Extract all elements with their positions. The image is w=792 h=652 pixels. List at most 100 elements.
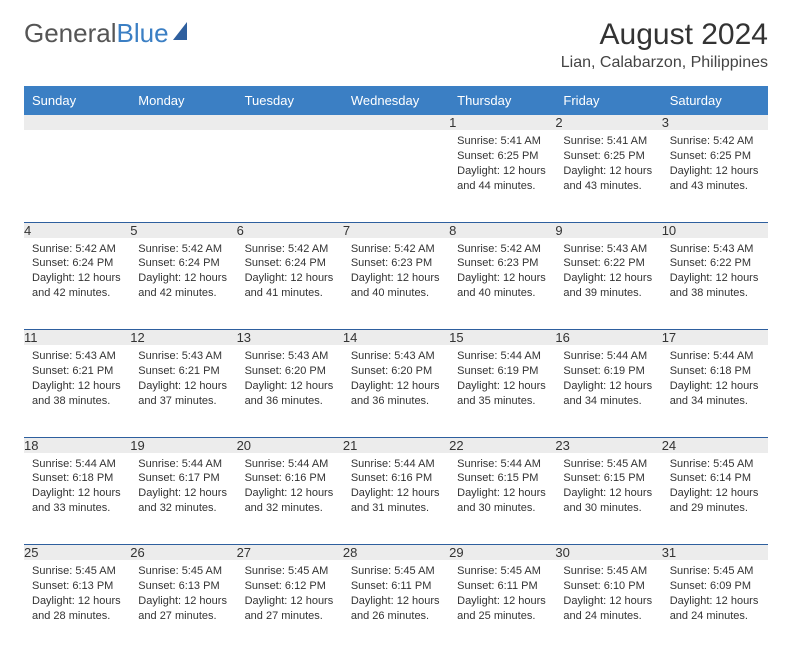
logo-text: GeneralBlue bbox=[24, 18, 169, 49]
weekday-header: Tuesday bbox=[237, 86, 343, 115]
logo: GeneralBlue bbox=[24, 18, 187, 49]
day-data-cell: Sunrise: 5:44 AMSunset: 6:18 PMDaylight:… bbox=[24, 453, 130, 545]
day-data-cell: Sunrise: 5:42 AMSunset: 6:25 PMDaylight:… bbox=[662, 130, 768, 222]
week-number-row: 45678910 bbox=[24, 222, 768, 238]
day-number-cell: 2 bbox=[555, 115, 661, 130]
day-details: Sunrise: 5:44 AMSunset: 6:18 PMDaylight:… bbox=[24, 453, 130, 522]
day-number-cell: 5 bbox=[130, 222, 236, 238]
day-data-cell: Sunrise: 5:44 AMSunset: 6:16 PMDaylight:… bbox=[237, 453, 343, 545]
weekday-header: Monday bbox=[130, 86, 236, 115]
title-block: August 2024 Lian, Calabarzon, Philippine… bbox=[561, 18, 768, 72]
day-number-cell: 23 bbox=[555, 437, 661, 453]
day-number-cell: 12 bbox=[130, 330, 236, 346]
day-data-cell: Sunrise: 5:41 AMSunset: 6:25 PMDaylight:… bbox=[449, 130, 555, 222]
day-details: Sunrise: 5:43 AMSunset: 6:21 PMDaylight:… bbox=[130, 345, 236, 414]
calendar-table: SundayMondayTuesdayWednesdayThursdayFrid… bbox=[24, 86, 768, 652]
day-data-cell: Sunrise: 5:45 AMSunset: 6:10 PMDaylight:… bbox=[555, 560, 661, 652]
week-number-row: 11121314151617 bbox=[24, 330, 768, 346]
day-details: Sunrise: 5:42 AMSunset: 6:24 PMDaylight:… bbox=[237, 238, 343, 307]
day-data-cell: Sunrise: 5:42 AMSunset: 6:23 PMDaylight:… bbox=[343, 238, 449, 330]
day-details: Sunrise: 5:44 AMSunset: 6:16 PMDaylight:… bbox=[237, 453, 343, 522]
day-details: Sunrise: 5:45 AMSunset: 6:11 PMDaylight:… bbox=[343, 560, 449, 629]
logo-triangle-icon bbox=[173, 22, 187, 40]
day-number-cell: 13 bbox=[237, 330, 343, 346]
day-data-cell: Sunrise: 5:43 AMSunset: 6:22 PMDaylight:… bbox=[555, 238, 661, 330]
day-number-cell: 17 bbox=[662, 330, 768, 346]
day-details: Sunrise: 5:44 AMSunset: 6:19 PMDaylight:… bbox=[555, 345, 661, 414]
day-data-cell: Sunrise: 5:45 AMSunset: 6:14 PMDaylight:… bbox=[662, 453, 768, 545]
day-details: Sunrise: 5:42 AMSunset: 6:24 PMDaylight:… bbox=[130, 238, 236, 307]
weekday-header: Wednesday bbox=[343, 86, 449, 115]
day-number-cell: 19 bbox=[130, 437, 236, 453]
weekday-header: Saturday bbox=[662, 86, 768, 115]
day-details: Sunrise: 5:42 AMSunset: 6:25 PMDaylight:… bbox=[662, 130, 768, 199]
week-number-row: 18192021222324 bbox=[24, 437, 768, 453]
week-data-row: Sunrise: 5:44 AMSunset: 6:18 PMDaylight:… bbox=[24, 453, 768, 545]
day-details: Sunrise: 5:42 AMSunset: 6:24 PMDaylight:… bbox=[24, 238, 130, 307]
day-data-cell: Sunrise: 5:43 AMSunset: 6:21 PMDaylight:… bbox=[24, 345, 130, 437]
day-number-cell: 16 bbox=[555, 330, 661, 346]
day-number-cell: 21 bbox=[343, 437, 449, 453]
day-details: Sunrise: 5:44 AMSunset: 6:19 PMDaylight:… bbox=[449, 345, 555, 414]
day-number-cell: 6 bbox=[237, 222, 343, 238]
day-details: Sunrise: 5:44 AMSunset: 6:17 PMDaylight:… bbox=[130, 453, 236, 522]
week-data-row: Sunrise: 5:43 AMSunset: 6:21 PMDaylight:… bbox=[24, 345, 768, 437]
day-data-cell: Sunrise: 5:45 AMSunset: 6:09 PMDaylight:… bbox=[662, 560, 768, 652]
day-number-cell: 24 bbox=[662, 437, 768, 453]
day-details: Sunrise: 5:45 AMSunset: 6:09 PMDaylight:… bbox=[662, 560, 768, 629]
day-details: Sunrise: 5:45 AMSunset: 6:13 PMDaylight:… bbox=[130, 560, 236, 629]
day-data-cell: Sunrise: 5:44 AMSunset: 6:19 PMDaylight:… bbox=[449, 345, 555, 437]
day-data-cell: Sunrise: 5:42 AMSunset: 6:23 PMDaylight:… bbox=[449, 238, 555, 330]
day-data-cell bbox=[343, 130, 449, 222]
day-number-cell: 26 bbox=[130, 545, 236, 561]
day-number-cell: 14 bbox=[343, 330, 449, 346]
day-data-cell: Sunrise: 5:45 AMSunset: 6:12 PMDaylight:… bbox=[237, 560, 343, 652]
day-details: Sunrise: 5:41 AMSunset: 6:25 PMDaylight:… bbox=[449, 130, 555, 199]
day-data-cell: Sunrise: 5:41 AMSunset: 6:25 PMDaylight:… bbox=[555, 130, 661, 222]
day-data-cell: Sunrise: 5:43 AMSunset: 6:21 PMDaylight:… bbox=[130, 345, 236, 437]
day-details: Sunrise: 5:45 AMSunset: 6:15 PMDaylight:… bbox=[555, 453, 661, 522]
day-number-cell: 28 bbox=[343, 545, 449, 561]
day-details: Sunrise: 5:44 AMSunset: 6:15 PMDaylight:… bbox=[449, 453, 555, 522]
weekday-header: Friday bbox=[555, 86, 661, 115]
day-details: Sunrise: 5:45 AMSunset: 6:10 PMDaylight:… bbox=[555, 560, 661, 629]
day-details: Sunrise: 5:45 AMSunset: 6:13 PMDaylight:… bbox=[24, 560, 130, 629]
day-data-cell: Sunrise: 5:45 AMSunset: 6:13 PMDaylight:… bbox=[130, 560, 236, 652]
day-number-cell: 8 bbox=[449, 222, 555, 238]
day-number-cell: 10 bbox=[662, 222, 768, 238]
day-number-cell bbox=[237, 115, 343, 130]
calendar-header-row: SundayMondayTuesdayWednesdayThursdayFrid… bbox=[24, 86, 768, 115]
day-number-cell: 9 bbox=[555, 222, 661, 238]
day-number-cell: 4 bbox=[24, 222, 130, 238]
day-data-cell: Sunrise: 5:45 AMSunset: 6:11 PMDaylight:… bbox=[449, 560, 555, 652]
day-number-cell: 22 bbox=[449, 437, 555, 453]
day-data-cell: Sunrise: 5:44 AMSunset: 6:17 PMDaylight:… bbox=[130, 453, 236, 545]
day-number-cell: 1 bbox=[449, 115, 555, 130]
day-number-cell: 29 bbox=[449, 545, 555, 561]
day-data-cell: Sunrise: 5:44 AMSunset: 6:16 PMDaylight:… bbox=[343, 453, 449, 545]
logo-text-gray: General bbox=[24, 18, 117, 48]
day-details: Sunrise: 5:43 AMSunset: 6:22 PMDaylight:… bbox=[662, 238, 768, 307]
day-data-cell: Sunrise: 5:43 AMSunset: 6:22 PMDaylight:… bbox=[662, 238, 768, 330]
day-number-cell: 27 bbox=[237, 545, 343, 561]
week-data-row: Sunrise: 5:41 AMSunset: 6:25 PMDaylight:… bbox=[24, 130, 768, 222]
day-number-cell: 31 bbox=[662, 545, 768, 561]
day-number-cell: 25 bbox=[24, 545, 130, 561]
day-details: Sunrise: 5:43 AMSunset: 6:20 PMDaylight:… bbox=[343, 345, 449, 414]
day-number-cell bbox=[343, 115, 449, 130]
day-data-cell bbox=[237, 130, 343, 222]
day-number-cell: 15 bbox=[449, 330, 555, 346]
day-data-cell: Sunrise: 5:45 AMSunset: 6:11 PMDaylight:… bbox=[343, 560, 449, 652]
day-data-cell: Sunrise: 5:42 AMSunset: 6:24 PMDaylight:… bbox=[130, 238, 236, 330]
day-details: Sunrise: 5:45 AMSunset: 6:14 PMDaylight:… bbox=[662, 453, 768, 522]
day-data-cell: Sunrise: 5:44 AMSunset: 6:19 PMDaylight:… bbox=[555, 345, 661, 437]
day-details: Sunrise: 5:44 AMSunset: 6:18 PMDaylight:… bbox=[662, 345, 768, 414]
day-data-cell bbox=[24, 130, 130, 222]
week-data-row: Sunrise: 5:45 AMSunset: 6:13 PMDaylight:… bbox=[24, 560, 768, 652]
day-number-cell: 3 bbox=[662, 115, 768, 130]
day-details: Sunrise: 5:42 AMSunset: 6:23 PMDaylight:… bbox=[449, 238, 555, 307]
day-number-cell bbox=[24, 115, 130, 130]
logo-text-blue: Blue bbox=[117, 18, 169, 48]
day-data-cell bbox=[130, 130, 236, 222]
day-number-cell: 30 bbox=[555, 545, 661, 561]
